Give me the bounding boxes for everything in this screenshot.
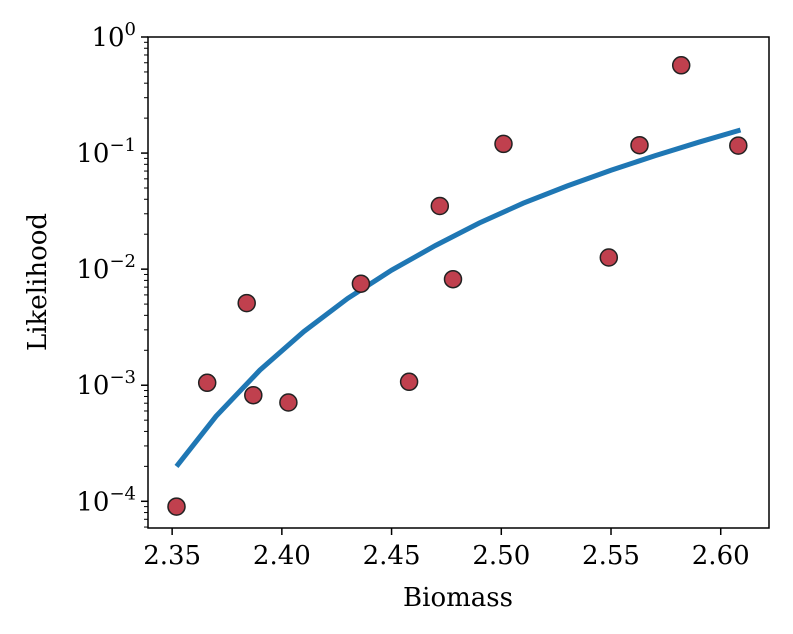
y-tick-label: 10−3 bbox=[76, 367, 136, 401]
scatter-points-layer bbox=[167, 56, 748, 516]
y-tick-label: 10−4 bbox=[76, 483, 136, 517]
data-point bbox=[671, 56, 691, 75]
data-point bbox=[430, 196, 450, 216]
data-point bbox=[399, 372, 419, 392]
data-point bbox=[197, 373, 217, 393]
data-point bbox=[599, 248, 619, 267]
x-tick-label: 2.55 bbox=[582, 541, 640, 571]
x-tick-label: 2.45 bbox=[363, 541, 421, 571]
data-point bbox=[494, 134, 513, 154]
x-axis-label: Biomass bbox=[403, 583, 513, 613]
data-point bbox=[351, 274, 371, 293]
x-tick-label: 2.60 bbox=[692, 541, 750, 571]
fit-line bbox=[174, 127, 742, 468]
data-point bbox=[244, 385, 263, 405]
x-tick-label: 2.50 bbox=[472, 541, 530, 571]
data-point bbox=[237, 293, 256, 313]
data-point bbox=[279, 393, 298, 412]
y-tick-label: 100 bbox=[91, 19, 136, 53]
data-point bbox=[443, 269, 463, 289]
y-axis: 10−4 10−3 10−2 10−1 100 bbox=[76, 19, 148, 528]
plot-frame bbox=[147, 36, 770, 529]
y-tick-label: 10−1 bbox=[76, 135, 136, 169]
data-point bbox=[167, 497, 186, 516]
x-tick-label: 2.40 bbox=[253, 541, 311, 571]
data-point bbox=[630, 135, 649, 155]
data-point bbox=[729, 136, 748, 155]
fit-curve-layer bbox=[174, 127, 742, 468]
y-tick-label: 10−2 bbox=[76, 251, 136, 285]
y-axis-label: Likelihood bbox=[23, 213, 53, 351]
x-axis: 2.35 2.40 2.45 2.50 2.55 2.60 bbox=[143, 528, 750, 571]
x-tick-label: 2.35 bbox=[143, 541, 201, 571]
